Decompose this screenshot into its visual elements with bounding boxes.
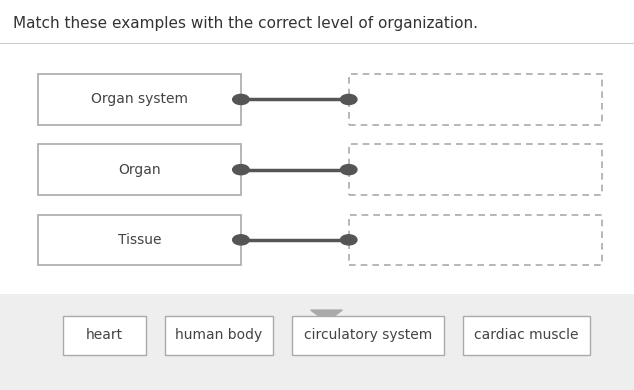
FancyBboxPatch shape: [349, 215, 602, 265]
FancyBboxPatch shape: [38, 215, 241, 265]
Text: human body: human body: [175, 328, 262, 342]
FancyBboxPatch shape: [349, 74, 602, 125]
Text: Organ: Organ: [118, 163, 161, 177]
FancyBboxPatch shape: [165, 316, 273, 355]
Text: Match these examples with the correct level of organization.: Match these examples with the correct le…: [13, 16, 477, 30]
FancyBboxPatch shape: [0, 294, 634, 390]
Circle shape: [340, 94, 357, 105]
Circle shape: [233, 235, 249, 245]
FancyBboxPatch shape: [63, 316, 146, 355]
FancyBboxPatch shape: [349, 144, 602, 195]
Text: heart: heart: [86, 328, 123, 342]
FancyBboxPatch shape: [38, 144, 241, 195]
FancyBboxPatch shape: [292, 316, 444, 355]
Text: Tissue: Tissue: [118, 233, 161, 247]
FancyBboxPatch shape: [463, 316, 590, 355]
Text: cardiac muscle: cardiac muscle: [474, 328, 578, 342]
Circle shape: [340, 165, 357, 175]
Circle shape: [233, 165, 249, 175]
FancyBboxPatch shape: [38, 74, 241, 125]
Text: circulatory system: circulatory system: [304, 328, 432, 342]
Polygon shape: [311, 310, 342, 322]
Circle shape: [340, 235, 357, 245]
Text: Organ system: Organ system: [91, 92, 188, 106]
Circle shape: [233, 94, 249, 105]
